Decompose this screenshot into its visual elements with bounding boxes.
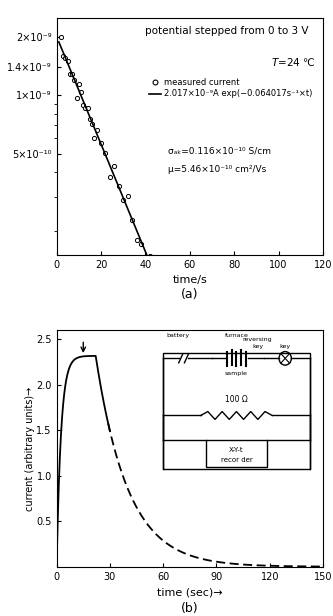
Text: (b): (b) bbox=[181, 602, 198, 615]
Text: (a): (a) bbox=[181, 288, 198, 301]
Text: σₐₖ=0.116×10⁻¹⁰ S/cm: σₐₖ=0.116×10⁻¹⁰ S/cm bbox=[168, 146, 271, 155]
Text: $T$=24 ℃: $T$=24 ℃ bbox=[271, 56, 315, 68]
X-axis label: time (sec)→: time (sec)→ bbox=[157, 587, 223, 597]
Text: potential stepped from 0 to 3 V: potential stepped from 0 to 3 V bbox=[145, 26, 308, 36]
Text: μ=5.46×10⁻¹⁰ cm²/Vs: μ=5.46×10⁻¹⁰ cm²/Vs bbox=[168, 165, 267, 174]
Legend: measured current, 2.017×10⁻⁹A exp(−0.064017s⁻¹×t): measured current, 2.017×10⁻⁹A exp(−0.064… bbox=[145, 75, 316, 102]
Y-axis label: current (arbitrary units)→: current (arbitrary units)→ bbox=[25, 386, 35, 511]
X-axis label: time/s: time/s bbox=[172, 275, 207, 285]
